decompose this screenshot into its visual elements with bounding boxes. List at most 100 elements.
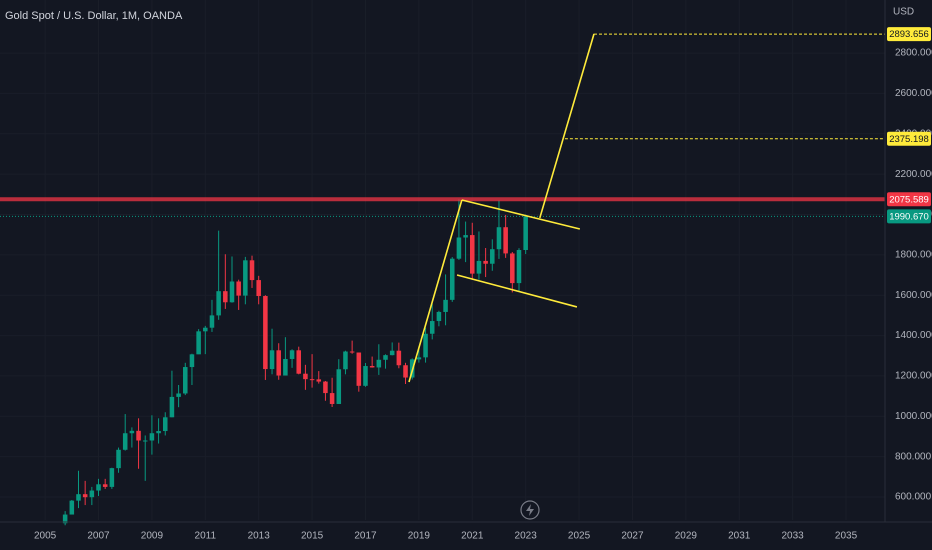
x-tick-label: 2009 <box>141 531 164 542</box>
candle-body <box>276 350 281 376</box>
candle-body <box>162 417 168 432</box>
candle-body <box>263 296 268 370</box>
y-tick-label: 1200.000 <box>895 371 932 382</box>
candle-body <box>309 379 315 381</box>
x-tick-label: 2013 <box>248 531 271 542</box>
candle-body <box>289 350 295 359</box>
x-tick-label: 2017 <box>354 531 377 542</box>
candle-body <box>383 355 388 360</box>
price-label-box <box>887 192 931 207</box>
candle-body <box>156 431 161 434</box>
candle-body <box>469 235 475 274</box>
y-tick-label: 2600.000 <box>895 88 932 99</box>
y-tick-label: 2800.000 <box>895 48 932 59</box>
candle-body <box>483 260 488 264</box>
y-tick-label: 1600.000 <box>895 290 932 301</box>
candle-body <box>229 281 235 303</box>
x-tick-label: 2027 <box>621 531 644 542</box>
candle-body <box>69 500 75 515</box>
candle-body <box>122 433 128 450</box>
candle-body <box>369 366 375 368</box>
candle-body <box>96 484 101 491</box>
candle-body <box>503 227 508 254</box>
y-tick-label: 1000.000 <box>895 411 932 422</box>
candle-body <box>490 249 495 264</box>
candle-body <box>249 260 255 281</box>
candle-body <box>376 359 382 368</box>
candle-body <box>76 494 81 501</box>
candle-body <box>303 373 308 380</box>
plot <box>0 33 885 526</box>
candle-body <box>102 484 108 487</box>
y-tick-label: 2200.000 <box>895 169 932 180</box>
candle-body <box>269 350 275 370</box>
candle-body <box>176 393 181 397</box>
y-axis-label: USD <box>893 7 914 18</box>
candle-body <box>62 514 68 524</box>
candle-body <box>183 367 188 394</box>
candle-body <box>203 327 208 332</box>
x-tick-label: 2029 <box>675 531 698 542</box>
x-tick-label: 2025 <box>568 531 591 542</box>
candle-body <box>456 237 462 259</box>
candle-body <box>116 449 121 469</box>
y-tick-label: 800.000 <box>895 451 932 462</box>
candle-body <box>336 369 342 404</box>
candle-body <box>349 351 355 353</box>
price-label-box <box>887 27 931 42</box>
candle-body <box>443 299 448 312</box>
candle-body <box>223 291 228 303</box>
candle-body <box>136 430 141 441</box>
candle-body <box>243 260 248 296</box>
lightning-icon[interactable] <box>520 500 540 520</box>
y-tick-label: 1400.000 <box>895 330 932 341</box>
candle-body <box>329 393 335 404</box>
price-label: 2375.198 <box>889 134 929 145</box>
candle-body <box>149 433 155 441</box>
candle-body <box>403 365 408 378</box>
candle-body <box>423 333 428 358</box>
candle-body <box>429 321 435 334</box>
candle-body <box>316 379 322 382</box>
candle-body <box>476 260 482 274</box>
candle-body <box>256 280 261 297</box>
x-tick-label: 2033 <box>782 531 805 542</box>
candle-body <box>216 291 221 316</box>
candle-body <box>129 430 135 434</box>
x-tick-label: 2011 <box>195 531 217 542</box>
x-tick-label: 2023 <box>515 531 538 542</box>
candle-body <box>209 315 215 328</box>
price-label-box <box>887 209 931 224</box>
candle-body <box>523 216 528 251</box>
x-tick-label: 2007 <box>87 531 110 542</box>
candle-body <box>189 354 195 368</box>
candle-body <box>356 352 362 386</box>
candle-body <box>396 350 402 366</box>
grid <box>0 0 885 520</box>
candle-body <box>363 366 368 386</box>
candle-body <box>236 281 241 296</box>
candle-body <box>82 494 88 498</box>
price-label-box <box>887 131 931 146</box>
x-tick-label: 2035 <box>835 531 858 542</box>
candle-body <box>89 490 95 498</box>
candle-body <box>283 358 288 376</box>
trend-line <box>408 199 463 383</box>
candle-body <box>449 258 455 300</box>
trend-line <box>539 33 595 219</box>
candle-body <box>516 250 522 284</box>
candle-body <box>463 235 468 238</box>
candle-body <box>142 440 148 442</box>
y-tick-label: 1800.000 <box>895 249 932 260</box>
candle-body <box>343 351 348 370</box>
candle-body <box>416 357 422 360</box>
trend-line <box>456 274 578 308</box>
candle-body <box>496 227 502 250</box>
price-label: 2893.656 <box>889 29 929 40</box>
price-label: 2075.589 <box>889 194 929 205</box>
price-label: 1990.670 <box>889 211 929 222</box>
x-tick-label: 2019 <box>408 531 431 542</box>
x-tick-label: 2031 <box>728 531 751 542</box>
candle-body <box>296 350 302 374</box>
